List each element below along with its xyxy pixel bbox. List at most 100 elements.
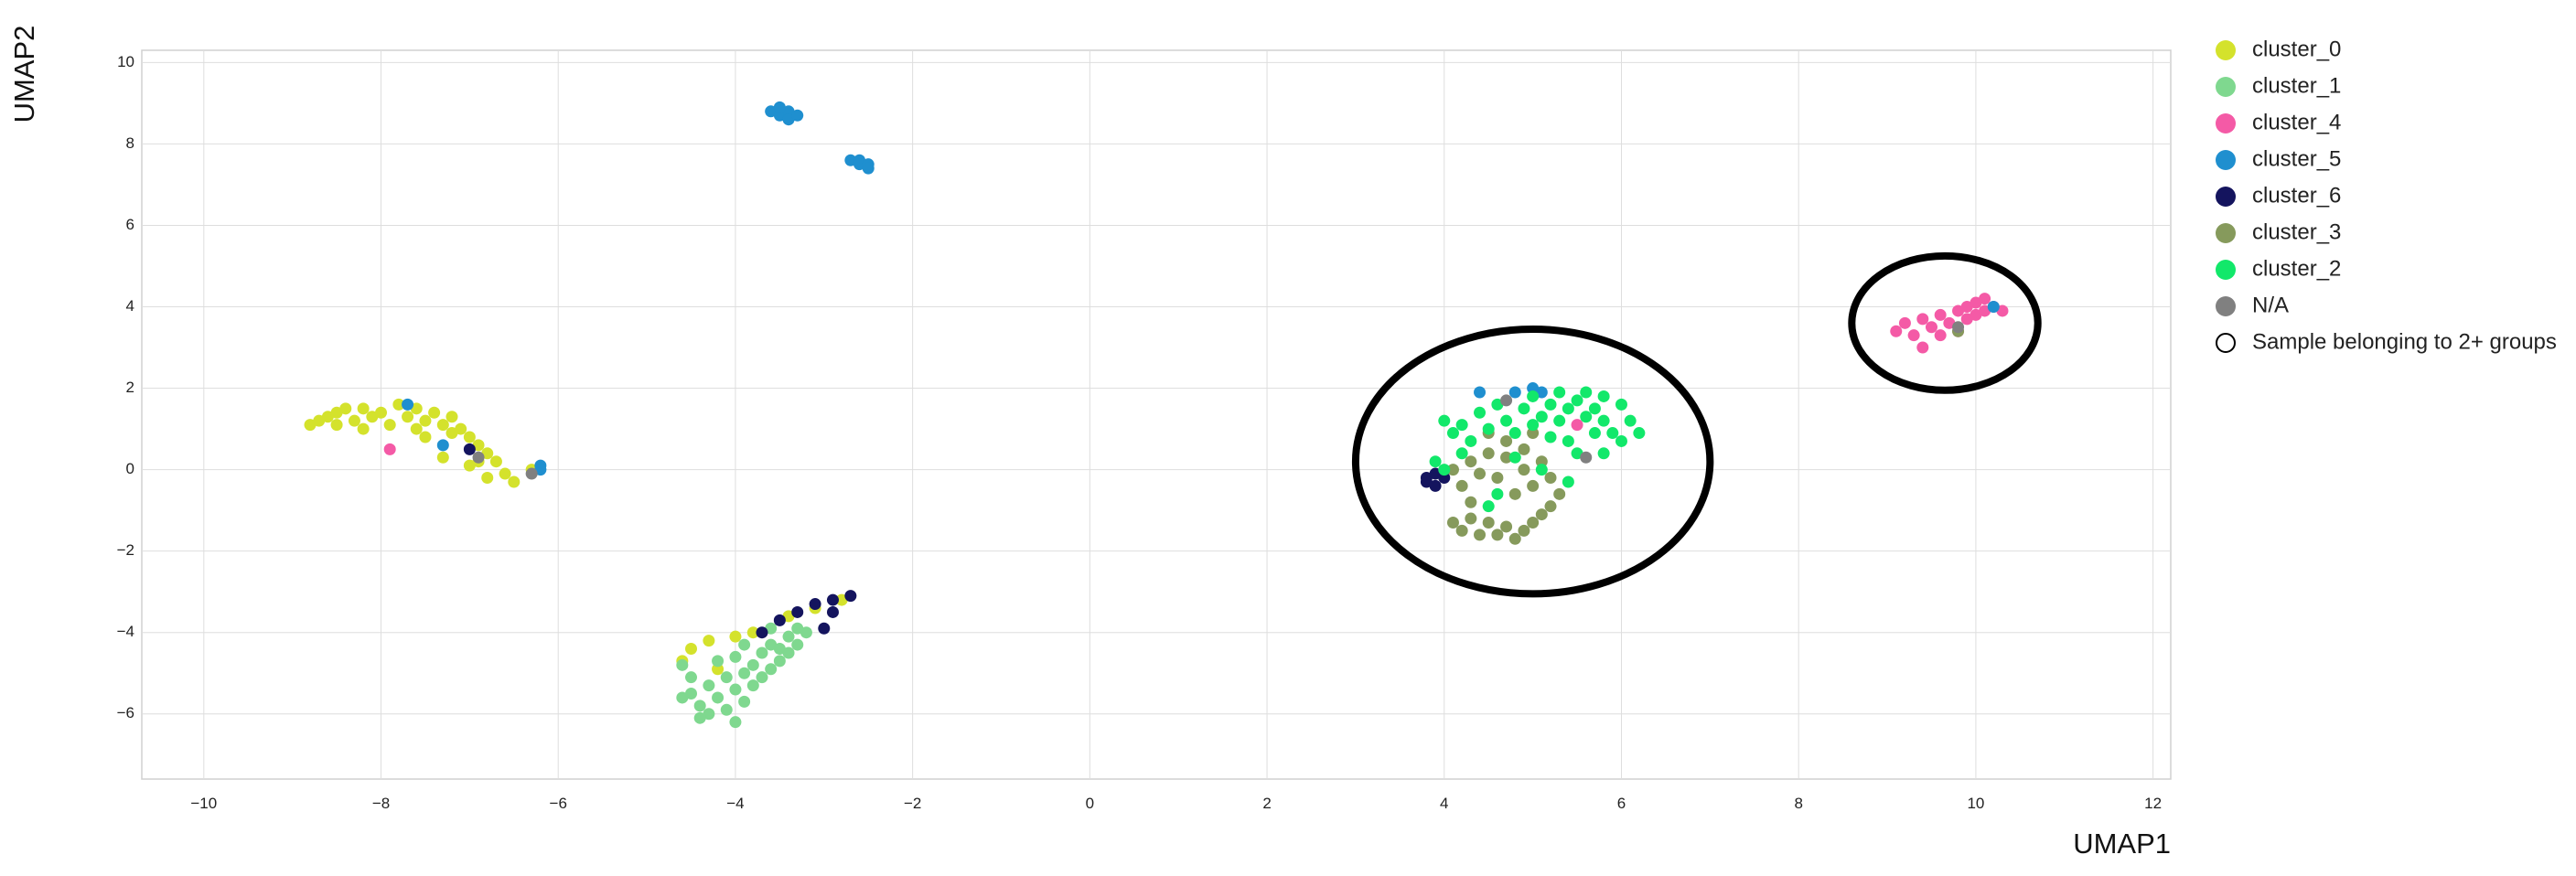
legend: cluster_0 cluster_1 cluster_4 cluster_5clus… [2216, 37, 2557, 354]
data-point [809, 598, 821, 611]
data-point [1508, 386, 1521, 399]
legend-marker [2216, 333, 2236, 353]
legend-item[interactable]: N/A [2216, 293, 2289, 317]
legend-label: cluster_6 [2252, 183, 2341, 208]
data-point [1429, 479, 1442, 492]
data-point [1553, 386, 1566, 399]
data-point [357, 402, 370, 415]
data-point [1633, 427, 1646, 440]
data-point [782, 646, 795, 659]
data-point [428, 406, 441, 419]
data-point [1527, 427, 1540, 440]
legend-marker [2216, 77, 2236, 97]
y-tick-label: 2 [126, 379, 134, 396]
plot-frame [141, 49, 2172, 780]
legend-item[interactable]: cluster_6 [2216, 183, 2341, 208]
data-point [1597, 414, 1610, 427]
data-point [685, 687, 698, 700]
data-point [782, 105, 795, 118]
legend-item[interactable]: cluster_5 [2216, 146, 2341, 171]
data-point [1544, 398, 1557, 411]
data-point [782, 113, 795, 126]
data-point [685, 671, 698, 684]
data-point [1898, 316, 1911, 329]
data-point [1429, 455, 1442, 468]
data-point [481, 472, 494, 485]
data-point [366, 411, 379, 423]
data-point [693, 711, 706, 724]
data-point [1588, 427, 1601, 440]
data-point [738, 667, 751, 679]
data-point [720, 671, 733, 684]
data-point [1890, 325, 1903, 337]
data-point [826, 593, 839, 606]
data-point [1562, 402, 1574, 415]
data-point [1491, 529, 1504, 541]
data-point [1491, 487, 1504, 500]
data-point [1571, 394, 1583, 407]
legend-item[interactable]: cluster_1 [2216, 73, 2341, 98]
data-point [436, 439, 449, 452]
data-point [800, 626, 812, 639]
legend-marker [2216, 40, 2236, 60]
y-axis-title: UMAP2 [8, 26, 40, 123]
data-point [525, 467, 538, 480]
data-point [1580, 386, 1593, 399]
data-point [304, 419, 317, 432]
series-n-a [472, 321, 1965, 480]
legend-item[interactable]: Sample belonging to 2+ groups [2216, 329, 2557, 354]
data-point [1474, 406, 1487, 419]
data-point [1979, 293, 1991, 305]
data-point [1518, 402, 1530, 415]
data-point [729, 650, 742, 663]
data-point [1562, 434, 1574, 447]
data-point [1482, 516, 1495, 529]
legend-item[interactable]: cluster_3 [2216, 219, 2341, 244]
data-point [534, 464, 547, 476]
grid-lines [142, 50, 2171, 779]
data-point [402, 411, 414, 423]
data-point [1943, 316, 1956, 329]
data-point [1482, 447, 1495, 460]
data-point [746, 626, 759, 639]
data-point [1446, 464, 1459, 476]
data-point [756, 626, 768, 639]
data-point [436, 419, 449, 432]
data-point [1527, 382, 1540, 395]
data-point [1987, 301, 2000, 314]
series-cluster-2 [1429, 386, 1646, 513]
y-tick-label: −2 [117, 541, 134, 559]
legend-label: cluster_4 [2252, 110, 2341, 134]
data-point [712, 655, 724, 668]
data-point [1907, 329, 1920, 342]
data-point [1996, 304, 2009, 317]
legend-item[interactable]: cluster_0 [2216, 37, 2341, 61]
legend-item[interactable]: cluster_2 [2216, 256, 2341, 281]
data-point [862, 162, 875, 175]
annotation-ellipses [1351, 251, 2042, 598]
data-point [1624, 414, 1637, 427]
data-point [765, 622, 778, 635]
data-point [1960, 301, 1973, 314]
legend-item[interactable]: cluster_4 [2216, 110, 2341, 134]
data-point [1527, 390, 1540, 402]
data-point [1535, 455, 1548, 468]
data-point [773, 101, 786, 113]
legend-marker [2216, 187, 2236, 207]
data-point [1979, 304, 1991, 317]
data-point [472, 451, 485, 464]
data-point [1952, 321, 1965, 334]
y-tick-label: 0 [126, 460, 134, 477]
x-axis-title: UMAP1 [2073, 828, 2171, 860]
data-point [1482, 500, 1495, 513]
data-point [703, 635, 715, 647]
data-point [1544, 500, 1557, 513]
data-point [357, 422, 370, 435]
data-point [1934, 329, 1947, 342]
data-point [1465, 434, 1477, 447]
data-point [1500, 434, 1513, 447]
x-tick-label: −6 [550, 795, 567, 812]
data-point [1527, 479, 1540, 492]
data-point [746, 679, 759, 692]
data-point [1535, 508, 1548, 521]
